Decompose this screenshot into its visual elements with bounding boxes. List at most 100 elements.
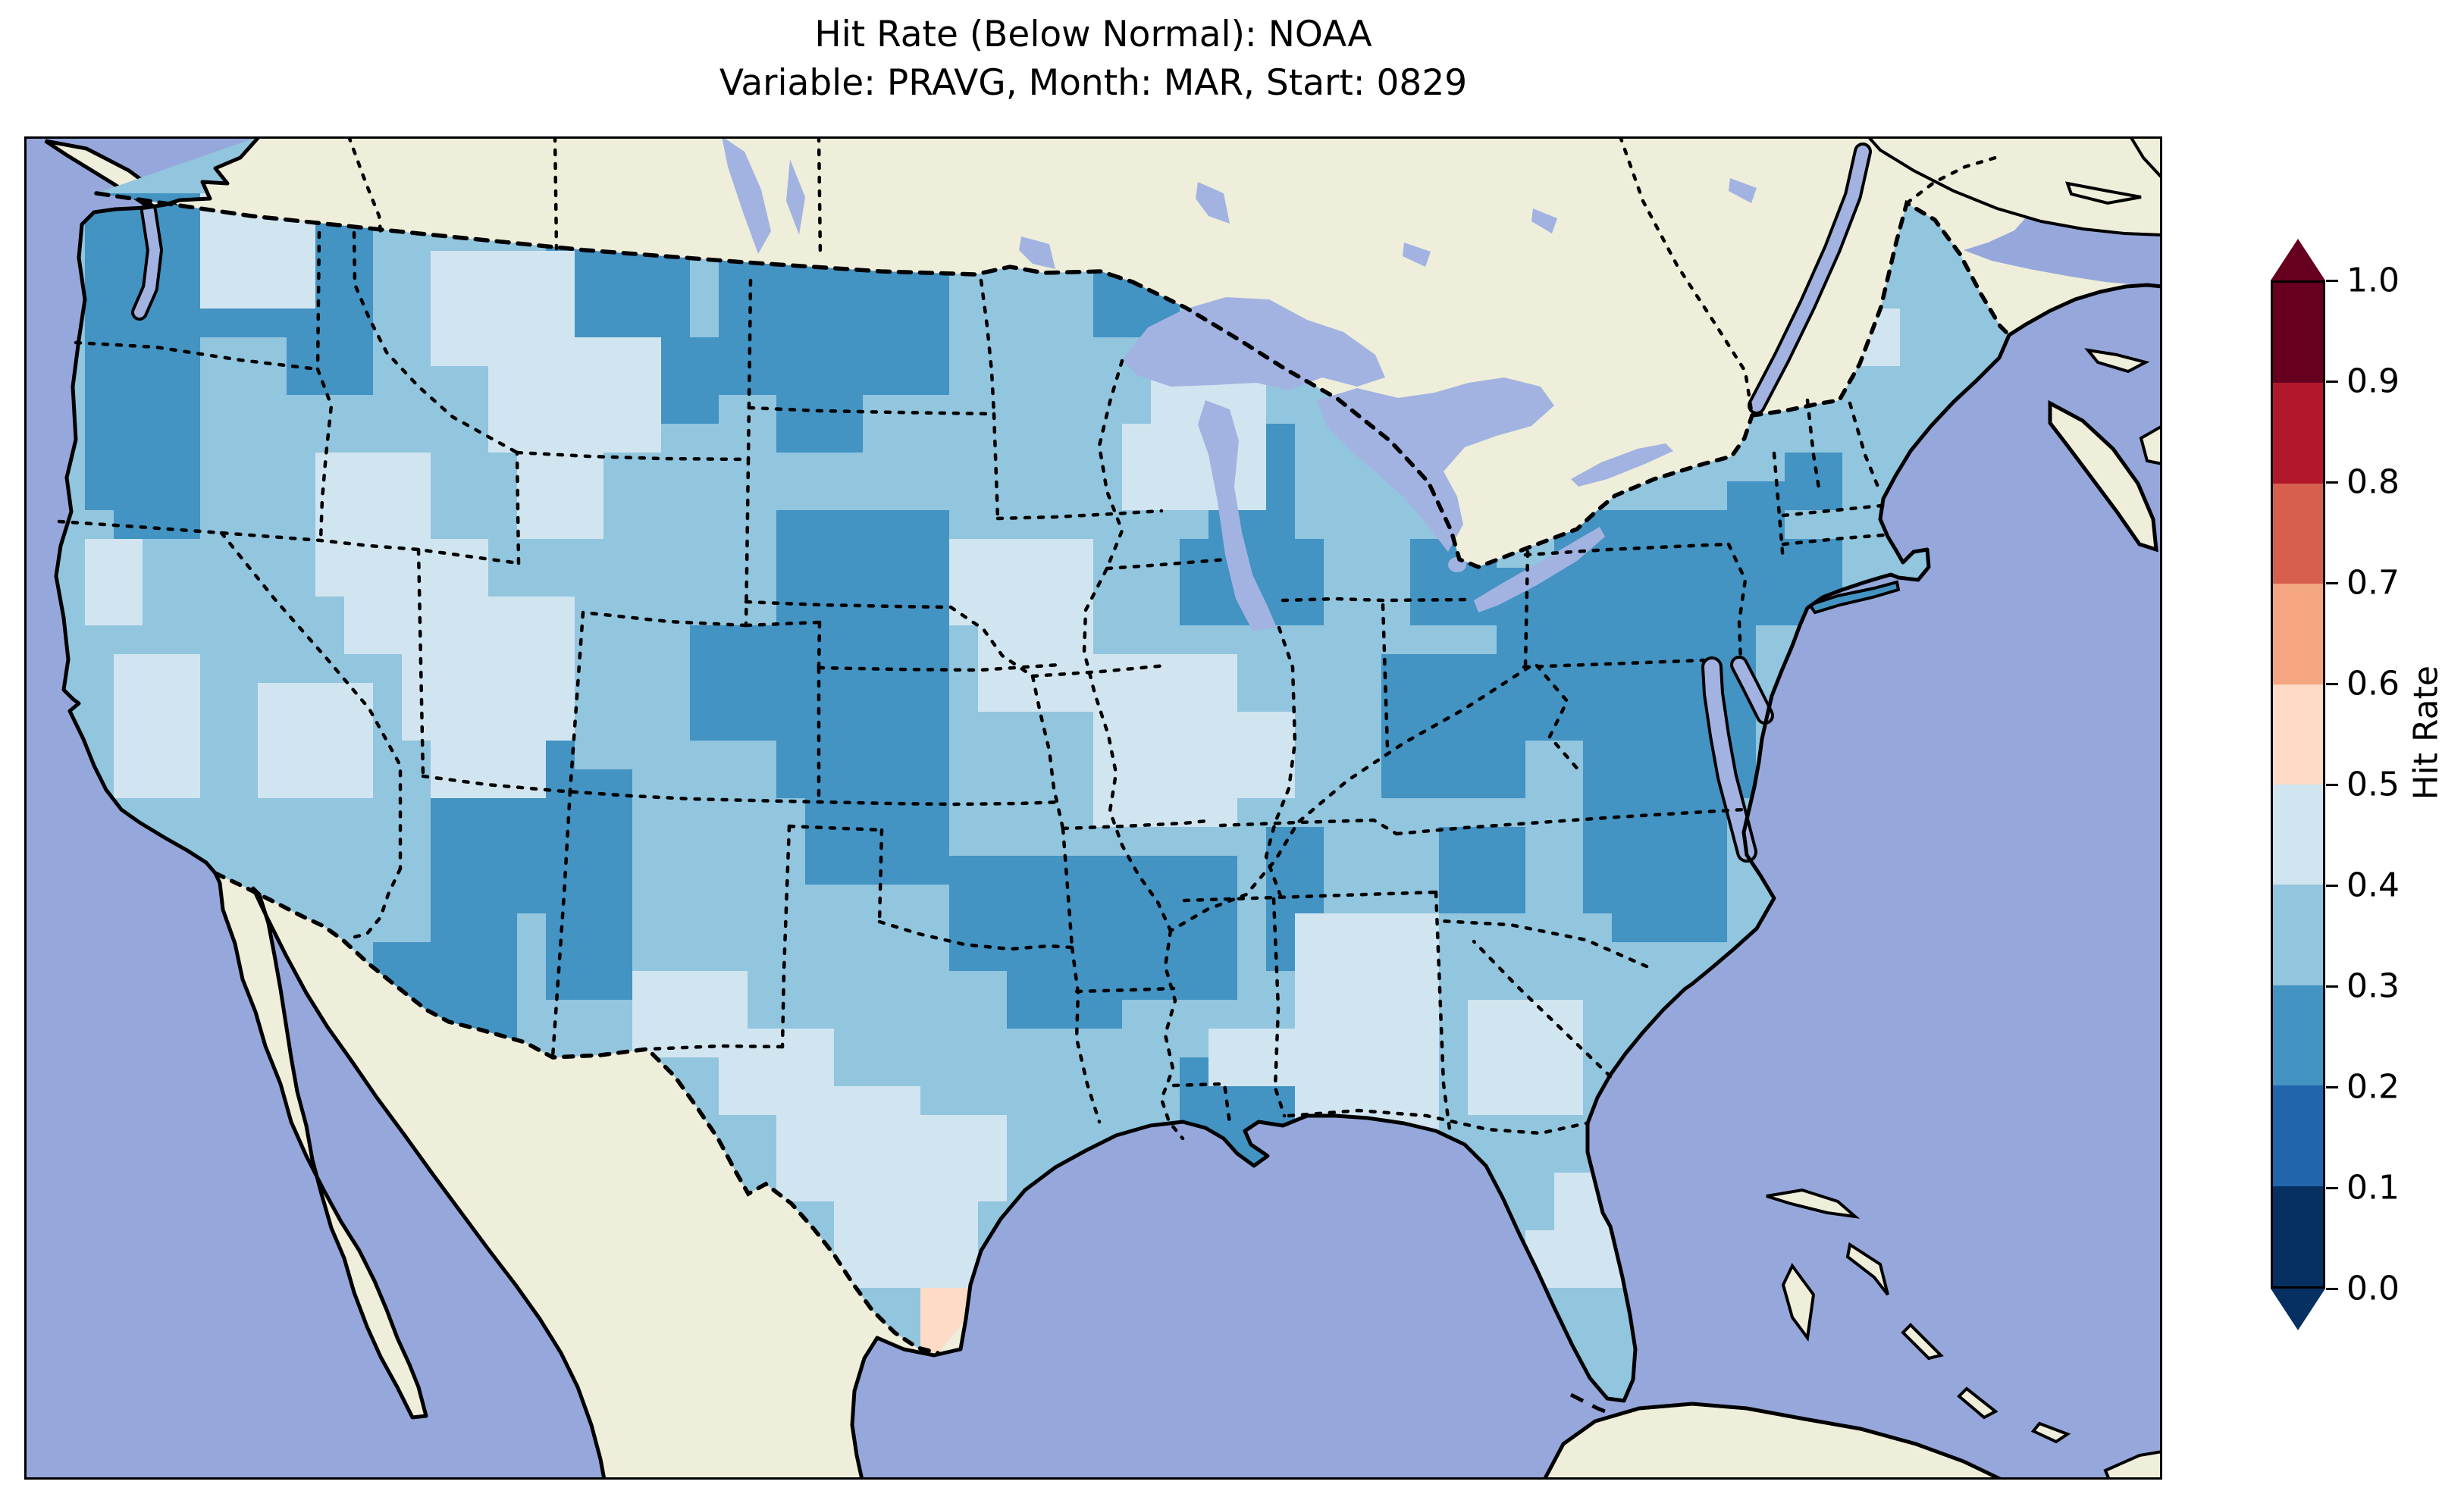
border-us-mexico [213, 871, 940, 1355]
newfoundland-corner [2128, 136, 2162, 180]
cape-breton [2139, 424, 2162, 466]
border-wa-or [74, 340, 320, 371]
cell-region-nebraska-kansas [690, 625, 805, 741]
colorbar-body [2271, 280, 2325, 1289]
colorbar-extend-under-arrow [2271, 1289, 2325, 1330]
long-island-bahamas [1901, 1323, 1944, 1361]
border-ar-la [1074, 986, 1176, 994]
border-nd-sd [747, 406, 996, 416]
cell-region-great-basin-pale [431, 683, 546, 798]
colorbar-tick-label: 0.6 [2346, 664, 2400, 703]
colorbar-tick [2326, 381, 2338, 383]
border-wy-east [744, 457, 751, 628]
hit-rate-cells [85, 193, 1900, 1374]
cell-region-connecticut-nyc [1785, 453, 1842, 510]
puget-sound [134, 205, 160, 318]
cell-region-oklahoma-arkansas [1093, 856, 1237, 1000]
border-ia-mo [1030, 663, 1168, 678]
border-ct-ma [1781, 533, 1886, 547]
border-lat41-ne-co [744, 620, 822, 628]
gulf-atlantic-coastline [850, 283, 2162, 1480]
border-us-canada [94, 191, 1135, 284]
grand-bahama [1766, 1188, 1861, 1219]
colorbar-tick [2326, 885, 2338, 887]
border-sd-ne [744, 600, 1035, 678]
lake-of-the-woods [1019, 236, 1055, 269]
border-or-id [315, 367, 334, 543]
border-mi-oh-in [1281, 597, 1471, 603]
border-ut-co [568, 610, 585, 793]
colorbar-bin-2 [2273, 985, 2323, 1086]
cell-region-four-corners [431, 827, 517, 942]
ragged-islands [1957, 1386, 1998, 1420]
cell-region-texas-pale [632, 971, 748, 1057]
border-mo-west [1030, 674, 1065, 831]
cell-region-carolina-coast [1612, 798, 1727, 942]
border-ar-west [1061, 826, 1074, 950]
lake-manitoba [786, 159, 805, 235]
border-pa-ny [1523, 542, 1731, 557]
border-us-canada-lakes [1130, 280, 1754, 569]
cell-region-appalachia-mid-atlantic [1381, 654, 1525, 798]
colorbar-extend-over-arrow [2271, 239, 2325, 280]
border-ok-tx-100w [877, 828, 884, 924]
border-qc-nb [1904, 155, 1998, 205]
border-in-oh [1381, 603, 1390, 750]
colorbar-tick [2326, 1288, 2338, 1290]
page-subtitle: Variable: PRAVG, Month: MAR, Start: 0829 [719, 62, 1468, 104]
cuba [1542, 1402, 2003, 1480]
border-va-nc [1394, 807, 1746, 836]
cell-region-california-valley [114, 654, 200, 798]
border-il-in [1264, 625, 1297, 904]
st-lawrence-river [1751, 146, 1869, 412]
border-wv-va-ridge [1535, 663, 1582, 774]
colorbar-tick-label: 0.5 [2346, 765, 2400, 804]
border-az-nm [550, 788, 572, 1060]
page-title: Hit Rate (Below Normal): NOAA [814, 14, 1372, 55]
cell-region-kentucky-cell [1208, 712, 1295, 798]
border-ok-panhandle [787, 824, 884, 832]
andros-island [1781, 1263, 1816, 1342]
lake-superior [1122, 297, 1385, 390]
colorbar-tick-label: 0.0 [2346, 1269, 2400, 1308]
colorbar: 1.0 0.9 0.8 0.7 0.6 0.5 0.4 0.3 0.2 0.1 0.0 [2271, 239, 2464, 1372]
colorbar-tick-label: 1.0 [2346, 261, 2400, 300]
colorbar-tick [2326, 582, 2338, 584]
border-mt-nd [746, 278, 753, 462]
lake-michigan [1198, 400, 1277, 631]
border-mason-dixon [1522, 658, 1706, 669]
border-id-mt [352, 230, 519, 455]
border-mississippi-lower [1159, 929, 1185, 1141]
colorbar-bin-8 [2273, 383, 2323, 484]
border-vt-nh [1805, 398, 1822, 495]
border-red-river [877, 919, 1074, 951]
colorbar-bin-4 [2273, 785, 2323, 885]
cell-region-nebraska-kansas [805, 769, 949, 885]
map-panel [24, 136, 2162, 1480]
border-ab-sk [553, 136, 559, 251]
border-al-ga [1434, 890, 1452, 1132]
chesapeake-bay [1704, 659, 1754, 860]
colorbar-tick [2326, 985, 2338, 988]
cell-region-tennessee-cell [1266, 827, 1324, 913]
colorbar-bin-1 [2273, 1085, 2323, 1186]
cell-region-upstate-new-york [1612, 510, 1698, 625]
quebec-lake [1729, 178, 1757, 203]
lake-ontario [1571, 443, 1673, 487]
border-ohio-river [1168, 665, 1531, 933]
colorbar-tick-label: 0.7 [2346, 563, 2400, 603]
ontario-lake-b [1531, 208, 1557, 233]
border-tn-south [1182, 890, 1438, 903]
border-delaware-river [1726, 542, 1748, 663]
border-sk-mb [817, 136, 823, 260]
ontario-lake-a [1403, 243, 1431, 267]
border-mt-wy [515, 450, 751, 462]
border-ms-al [1271, 897, 1287, 1118]
border-ga-sc [1472, 939, 1613, 1079]
cell-region-wisconsin [1122, 424, 1180, 510]
colorbar-tick-label: 0.3 [2346, 966, 2400, 1006]
lake-huron [1317, 377, 1554, 552]
colorbar-tick-label: 0.2 [2346, 1067, 2400, 1107]
cell-region-carolina-coast [1439, 827, 1525, 913]
